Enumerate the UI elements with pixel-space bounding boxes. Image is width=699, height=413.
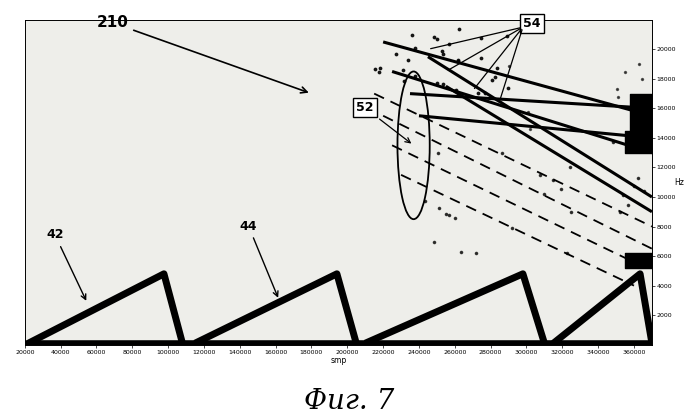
Point bbox=[547, 177, 559, 184]
Point bbox=[375, 64, 386, 71]
Point bbox=[431, 80, 442, 87]
Point bbox=[436, 48, 447, 55]
Point bbox=[449, 215, 461, 221]
Point bbox=[399, 78, 410, 84]
Point bbox=[556, 185, 567, 192]
Point bbox=[438, 81, 449, 87]
Point bbox=[489, 74, 500, 81]
Point bbox=[456, 248, 467, 255]
Point bbox=[565, 208, 577, 215]
Point bbox=[501, 32, 512, 39]
Point bbox=[628, 183, 640, 190]
Point bbox=[607, 138, 619, 145]
Point bbox=[398, 66, 409, 73]
Point bbox=[479, 90, 490, 97]
Point bbox=[451, 86, 462, 93]
Text: 44: 44 bbox=[240, 219, 278, 297]
Point bbox=[614, 209, 626, 216]
Point bbox=[441, 211, 452, 217]
Point bbox=[492, 65, 503, 72]
Point bbox=[504, 63, 515, 69]
Point bbox=[428, 238, 440, 245]
Point bbox=[564, 164, 575, 171]
Point bbox=[438, 51, 449, 58]
Point bbox=[622, 202, 633, 209]
Point bbox=[410, 73, 421, 79]
Point bbox=[538, 191, 549, 197]
Point bbox=[613, 93, 624, 100]
Point bbox=[419, 197, 431, 204]
Point bbox=[476, 35, 487, 42]
Point bbox=[443, 41, 454, 47]
Point bbox=[452, 57, 463, 64]
Point bbox=[486, 77, 497, 83]
Point bbox=[525, 126, 536, 133]
Point bbox=[534, 172, 545, 178]
Point bbox=[444, 212, 455, 219]
Point bbox=[496, 149, 507, 156]
Point bbox=[633, 61, 644, 68]
Point bbox=[369, 66, 380, 72]
Point bbox=[473, 90, 484, 96]
Point bbox=[406, 32, 417, 38]
Point bbox=[373, 69, 384, 76]
Point bbox=[637, 76, 648, 83]
Point bbox=[617, 192, 628, 198]
Point bbox=[409, 44, 420, 51]
Point bbox=[433, 204, 445, 211]
Point bbox=[390, 50, 401, 57]
Point bbox=[503, 84, 514, 91]
Text: Фиг. 7: Фиг. 7 bbox=[304, 388, 395, 413]
Point bbox=[475, 55, 487, 61]
Point bbox=[619, 68, 630, 75]
Point bbox=[638, 188, 649, 195]
Text: 52: 52 bbox=[356, 101, 410, 143]
Point bbox=[432, 150, 443, 156]
Point bbox=[523, 109, 534, 116]
Point bbox=[633, 175, 644, 182]
Text: 42: 42 bbox=[46, 228, 86, 299]
Point bbox=[561, 249, 572, 256]
Point bbox=[428, 34, 440, 40]
Point bbox=[471, 250, 482, 256]
Point bbox=[453, 25, 464, 32]
Point bbox=[452, 57, 463, 63]
X-axis label: smp: smp bbox=[330, 356, 347, 365]
Text: 210: 210 bbox=[96, 15, 307, 93]
Point bbox=[611, 85, 622, 92]
Y-axis label: Hz: Hz bbox=[674, 178, 684, 187]
Text: 54: 54 bbox=[523, 17, 540, 30]
Point bbox=[506, 225, 517, 231]
Point bbox=[431, 36, 442, 43]
Point bbox=[403, 57, 414, 63]
